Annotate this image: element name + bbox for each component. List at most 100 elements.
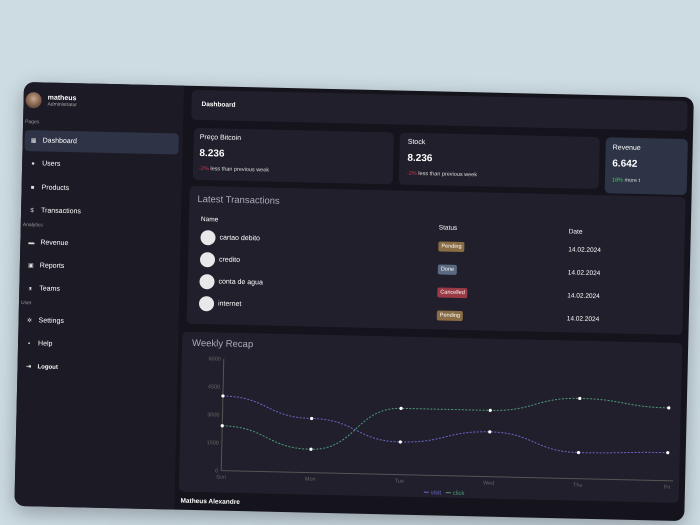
briefcase-icon: ▬ [28,239,35,246]
footer-user-name: Matheus Alexandre [180,497,240,507]
data-point-visit [576,450,581,455]
stat-delta: -2% [199,165,209,173]
y-tick-label: 1500 [207,440,219,446]
y-axis [220,358,225,471]
app-window: matheus Administrator Pages ▦ Dashboard ● U… [14,82,694,522]
transaction-name: internet [217,300,242,308]
page-title: Dashboard [201,101,236,109]
weekly-recap-chart: 0 1500 3000 4500 6000 Sun Mon Tue Wed Thu Fri visit… [207,356,674,497]
gear-icon: ✲ [26,318,33,325]
sidebar-item-settings[interactable]: ✲ Settings [20,310,174,334]
avatar [25,92,42,109]
label: Transactions [41,207,81,216]
transactions-card: Latest Transactions Name Status Date car… [186,185,686,336]
label: Users [42,160,61,168]
stat-card-stock: Stock 8.236 -2% less than previous week [398,132,600,190]
avatar [199,274,215,290]
user-profile[interactable]: matheus Administrator [25,92,77,109]
status-badge: Pending [436,310,464,322]
team-icon: ᴥ [28,285,33,292]
dollar-icon: $ [30,207,34,214]
data-point-visit [221,394,225,398]
x-axis [221,470,674,482]
data-point-visit [666,451,670,455]
status-badge: Cancelled [437,287,468,299]
stat-value: 8.236 [407,152,433,165]
stat-card-revenue: Revenue 6.642 18% more t [604,137,688,196]
status-badge: Done [437,264,458,275]
section-user: User [20,299,32,307]
header-bar: Dashboard [191,89,688,132]
sidebar-item-transactions[interactable]: $ Transactions [23,200,177,224]
sidebar-item-teams[interactable]: ᴥ Teams [21,278,175,302]
sidebar-item-products[interactable]: ■ Products [23,177,177,201]
x-tick-label: Thu [573,483,583,489]
sidebar-item-dashboard[interactable]: ▦ Dashboard [24,130,179,155]
user-icon: ● [31,160,36,167]
section-analytics: Analytics [22,222,43,229]
report-icon: ▣ [27,263,34,270]
data-point-visit [310,416,314,421]
x-tick-label: Sun [216,474,226,480]
avatar [198,296,215,312]
series-line-click [222,397,669,450]
stat-card-bitcoin: Preço Bitcoin 8.236 -2% less than previo… [192,127,394,185]
grid-icon: ▦ [30,138,37,145]
status-badge: Pending [438,241,465,253]
sidebar-item-reports[interactable]: ▣ Reports [22,255,176,279]
stat-note: less than previous week [210,166,270,174]
sidebar-item-users[interactable]: ● Users [24,153,178,177]
label: Dashboard [42,137,77,146]
y-tick-label: 4500 [208,384,220,390]
user-role: Administrator [47,101,78,108]
transaction-name: cartao debito [219,234,261,243]
x-tick-label: Wed [483,481,494,487]
stat-note: less than previous week [418,170,478,179]
label: Teams [39,285,61,293]
data-point-visit [488,430,492,434]
stat-delta: 18% [611,177,624,184]
label: Help [37,340,53,348]
transaction-name: credito [218,256,241,264]
stat-label: Revenue [612,144,641,153]
data-point-click [488,408,492,412]
avatar [199,252,216,268]
box-icon: ■ [30,184,35,191]
transaction-date: 14.02.2024 [566,315,600,324]
avatar [200,230,216,246]
stat-value: 6.642 [612,158,638,170]
column-status: Status [438,224,458,232]
sidebar-item-help[interactable]: ▪ Help [20,333,174,357]
legend-visit[interactable]: visit [431,490,442,496]
transaction-name: conta de agua [218,278,263,287]
column-date: Date [568,228,583,236]
logout-icon: ⇥ [25,364,32,371]
user-name: matheus [47,94,77,102]
transaction-date: 14.02.2024 [568,246,601,255]
stat-label: Preço Bitcoin [199,134,242,142]
data-point-click [220,424,224,428]
logout-button[interactable]: ⇥ Logout [19,356,173,380]
column-name: Name [200,216,219,224]
series-line-visit [222,395,668,454]
y-tick-label: 6000 [208,356,220,362]
stat-note: more t [624,177,641,185]
weekly-recap-card: Weekly Recap 0 1500 3000 4500 6000 Sun Mon Tue W… [178,331,683,503]
legend-click[interactable]: click [453,491,466,497]
label: Reports [39,262,65,270]
x-tick-label: Mon [305,476,316,482]
sidebar-item-revenue[interactable]: ▬ Revenue [22,232,176,256]
stat-label: Stock [407,138,426,147]
stat-delta: -2% [406,170,417,177]
transactions-title: Latest Transactions [197,193,280,207]
label: Revenue [40,239,69,248]
y-tick-label: 0 [215,468,218,474]
data-point-click [578,396,582,401]
sidebar: matheus Administrator Pages ▦ Dashboard ● U… [14,82,184,510]
label: Products [41,184,70,193]
data-point-click [309,447,313,451]
label: Logout [37,363,58,371]
section-pages: Pages [25,119,40,126]
data-point-click [399,406,403,410]
data-point-visit [398,440,402,444]
